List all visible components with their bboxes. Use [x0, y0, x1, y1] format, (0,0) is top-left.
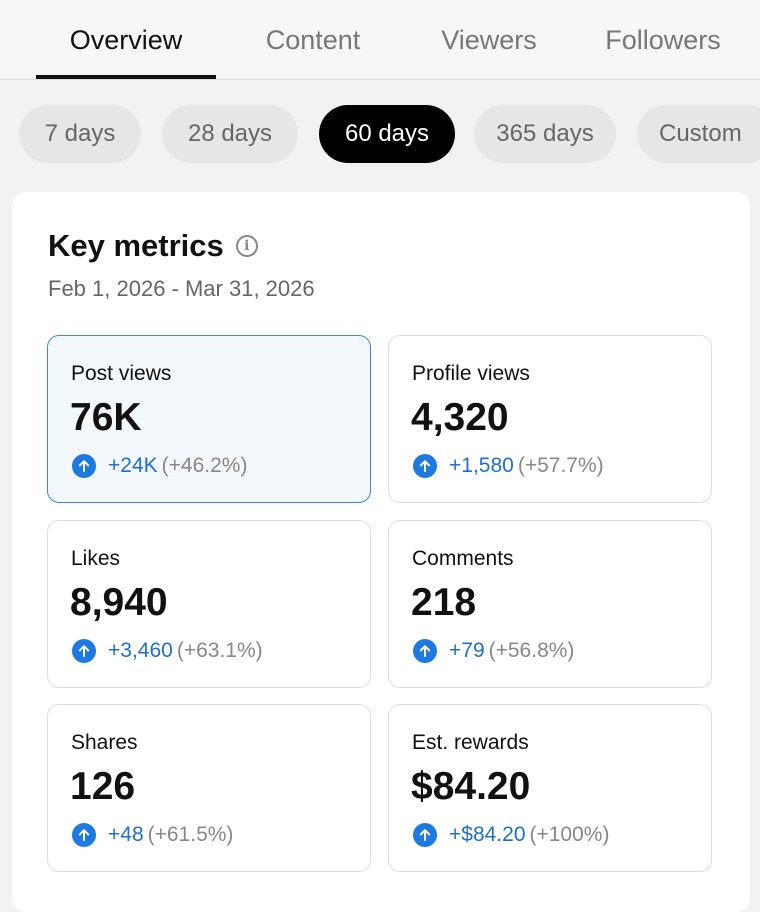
metric-label: Comments	[412, 547, 514, 570]
metric-label: Likes	[71, 547, 121, 570]
arrow-up-icon	[72, 639, 96, 663]
range-60-days-button[interactable]: 60 days	[319, 105, 455, 163]
date-range-selector: 7 days 28 days 60 days 365 days Custom	[0, 80, 760, 190]
metric-value: 8,940	[70, 581, 168, 624]
metric-label: Post views	[71, 362, 172, 385]
range-28-days-button[interactable]: 28 days	[162, 105, 298, 163]
metric-percent: (+57.7%)	[517, 454, 604, 477]
metric-percent: (+56.8%)	[488, 639, 575, 662]
metric-label: Shares	[71, 731, 138, 754]
metric-change: +48 (+61.5%)	[72, 823, 233, 847]
metric-percent: (+100%)	[529, 823, 610, 846]
metric-delta: +48	[108, 823, 144, 846]
date-range-label: Feb 1, 2026 - Mar 31, 2026	[48, 276, 315, 301]
arrow-up-icon	[72, 823, 96, 847]
metric-percent: (+61.5%)	[147, 823, 234, 846]
range-7-days-button[interactable]: 7 days	[19, 105, 141, 163]
metric-value: 126	[70, 765, 136, 808]
metric-percent: (+46.2%)	[161, 454, 248, 477]
metric-percent: (+63.1%)	[176, 639, 263, 662]
arrow-up-icon	[72, 454, 96, 478]
metric-delta: +24K	[108, 454, 158, 477]
metric-delta: +79	[449, 639, 485, 662]
arrow-up-icon	[413, 454, 437, 478]
arrow-up-icon	[413, 823, 437, 847]
key-metrics-header: Key metrics i	[48, 228, 258, 264]
metric-change: +1,580 (+57.7%)	[413, 454, 604, 478]
arrow-up-icon	[413, 639, 437, 663]
info-icon[interactable]: i	[235, 235, 258, 257]
metric-value: 76K	[70, 396, 142, 439]
key-metrics-title: Key metrics	[48, 228, 224, 263]
metric-label: Profile views	[412, 362, 530, 385]
tab-content[interactable]: Content	[265, 24, 361, 55]
active-tab-indicator	[36, 75, 216, 79]
metric-label: Est. rewards	[412, 731, 529, 754]
tab-overview[interactable]: Overview	[69, 24, 183, 55]
tab-followers[interactable]: Followers	[605, 24, 721, 55]
metric-delta: +$84.20	[449, 823, 526, 846]
metric-change: +79 (+56.8%)	[413, 639, 574, 663]
metric-card-likes[interactable]: Likes 8,940 +3,460 (+63.1%)	[47, 520, 371, 688]
metric-value: 4,320	[411, 396, 509, 439]
range-custom-button[interactable]: Custom	[637, 105, 760, 163]
tab-viewers[interactable]: Viewers	[441, 24, 537, 55]
metric-card-shares[interactable]: Shares 126 +48 (+61.5%)	[47, 704, 371, 872]
metric-change: +$84.20 (+100%)	[413, 823, 609, 847]
metric-delta: +1,580	[449, 454, 514, 477]
metric-card-comments[interactable]: Comments 218 +79 (+56.8%)	[388, 520, 712, 688]
metric-change: +24K (+46.2%)	[72, 454, 247, 478]
metric-value: 218	[411, 581, 477, 624]
metric-value: $84.20	[411, 765, 531, 808]
metric-delta: +3,460	[108, 639, 173, 662]
range-365-days-button[interactable]: 365 days	[474, 105, 616, 163]
metric-card-est-rewards[interactable]: Est. rewards $84.20 +$84.20 (+100%)	[388, 704, 712, 872]
tab-bar: Overview Content Viewers Followers	[0, 0, 760, 80]
metric-card-post-views[interactable]: Post views 76K +24K (+46.2%)	[47, 335, 371, 503]
metric-card-profile-views[interactable]: Profile views 4,320 +1,580 (+57.7%)	[388, 335, 712, 503]
metric-change: +3,460 (+63.1%)	[72, 639, 263, 663]
key-metrics-card: Key metrics i Feb 1, 2026 - Mar 31, 2026…	[12, 192, 750, 912]
